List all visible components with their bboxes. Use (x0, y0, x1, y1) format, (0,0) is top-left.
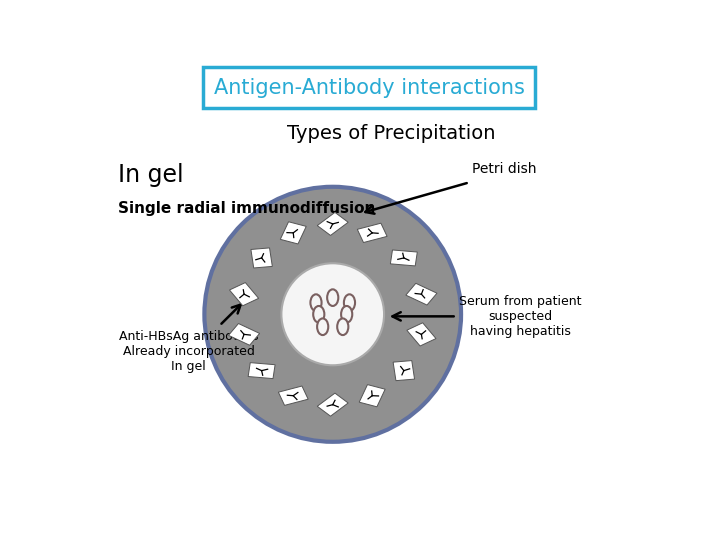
Polygon shape (318, 393, 348, 416)
Ellipse shape (313, 306, 324, 322)
Polygon shape (390, 250, 418, 266)
Polygon shape (279, 386, 308, 406)
Polygon shape (280, 222, 306, 244)
Ellipse shape (341, 306, 352, 322)
Ellipse shape (337, 319, 348, 335)
Polygon shape (228, 323, 260, 345)
Ellipse shape (327, 289, 338, 306)
Polygon shape (359, 384, 385, 407)
Ellipse shape (317, 319, 328, 335)
Text: Single radial immunodiffusion: Single radial immunodiffusion (118, 201, 375, 216)
Polygon shape (318, 212, 348, 235)
Text: Types of Precipitation: Types of Precipitation (287, 124, 495, 143)
Polygon shape (393, 361, 415, 381)
Polygon shape (251, 248, 272, 268)
Ellipse shape (204, 187, 461, 442)
Ellipse shape (282, 264, 384, 365)
Text: Petri dish: Petri dish (472, 162, 536, 176)
Text: Antigen-Antibody interactions: Antigen-Antibody interactions (214, 78, 524, 98)
Ellipse shape (344, 294, 355, 311)
Polygon shape (406, 284, 437, 305)
Polygon shape (230, 282, 258, 306)
Polygon shape (407, 323, 436, 346)
Text: In gel: In gel (118, 163, 184, 187)
Ellipse shape (310, 294, 322, 311)
Polygon shape (248, 363, 275, 379)
Text: Anti-HBsAg antibodies
Already incorporated
In gel: Anti-HBsAg antibodies Already incorporat… (119, 330, 258, 373)
Polygon shape (357, 223, 387, 242)
Text: Serum from patient
suspected
having hepatitis: Serum from patient suspected having hepa… (459, 295, 582, 338)
